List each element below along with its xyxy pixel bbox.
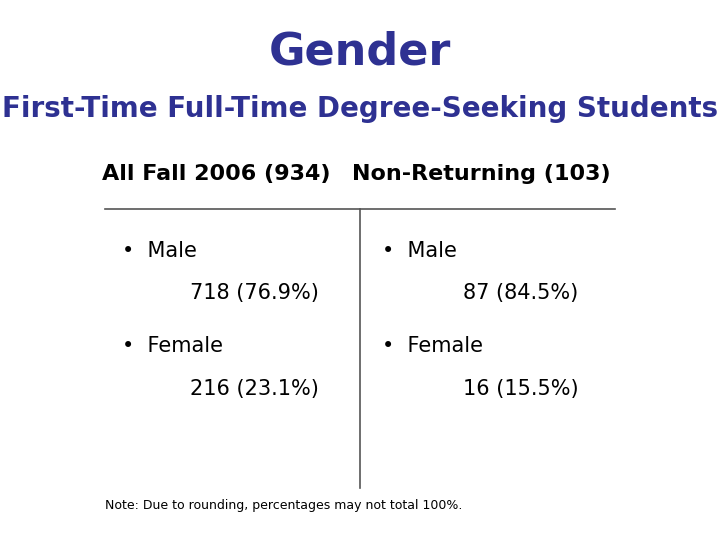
Text: 87 (84.5%): 87 (84.5%)	[463, 284, 578, 303]
Text: 216 (23.1%): 216 (23.1%)	[190, 379, 319, 399]
Text: •  Male: • Male	[122, 241, 197, 261]
Text: 718 (76.9%): 718 (76.9%)	[190, 284, 319, 303]
Text: Non-Returning (103): Non-Returning (103)	[353, 164, 611, 184]
Text: Note: Due to rounding, percentages may not total 100%.: Note: Due to rounding, percentages may n…	[105, 498, 463, 511]
Text: •  Female: • Female	[382, 336, 483, 356]
Text: •  Female: • Female	[122, 336, 223, 356]
Text: •  Male: • Male	[382, 241, 457, 261]
Text: Gender: Gender	[269, 31, 451, 74]
Text: First-Time Full-Time Degree-Seeking Students: First-Time Full-Time Degree-Seeking Stud…	[2, 94, 718, 123]
Text: All Fall 2006 (934): All Fall 2006 (934)	[102, 164, 330, 184]
Text: 16 (15.5%): 16 (15.5%)	[463, 379, 578, 399]
